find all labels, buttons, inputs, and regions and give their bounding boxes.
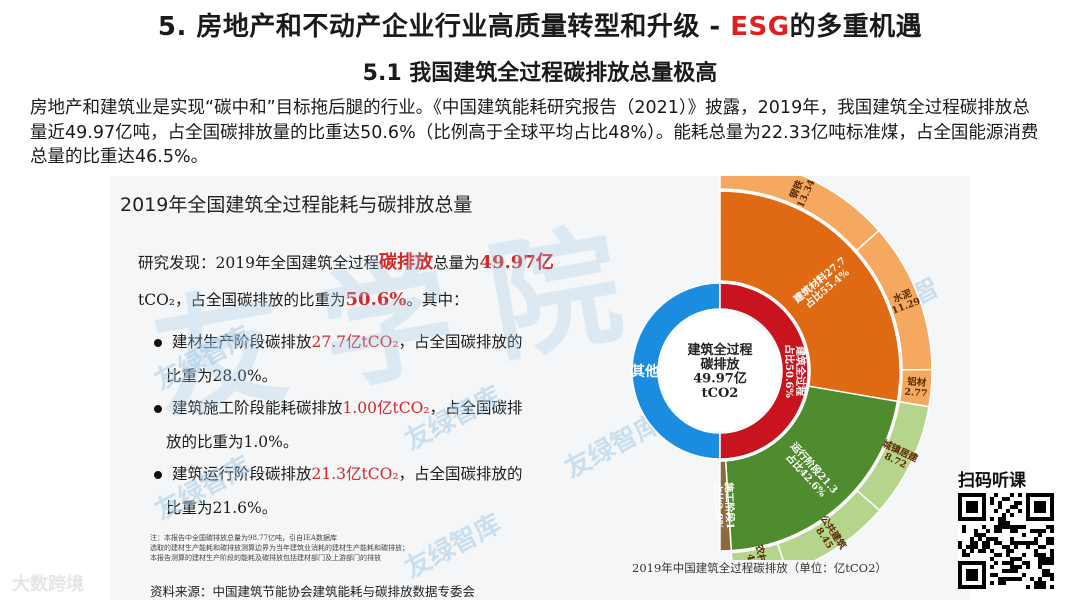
center-total-label: 建筑全过程碳排放 49.97亿 tCO2 — [687, 342, 752, 401]
figure-title: 2019年全国建筑全过程能耗与碳排放总量 — [120, 194, 473, 216]
finding-line-1: 研究发现：2019年全国建筑全过程碳排放总量为49.97亿 — [138, 252, 554, 273]
chart-caption: 2019年中国建筑全过程碳排放（单位：亿tCO2） — [632, 561, 887, 575]
ring-segment-other — [631, 282, 721, 460]
figure-note-3: 本报告测算的建材生产阶段的能耗及碳排放包括建材部门及上游部门的排放 — [150, 554, 381, 562]
bullet-3-line-2: 比重为21.6%。 — [166, 499, 278, 517]
finding-line-2: tCO₂，占全国碳排放的比重为50.6%。其中： — [138, 289, 469, 310]
brand-watermark: 大数跨境 — [12, 574, 84, 595]
report-figure: 2019年全国建筑全过程能耗与碳排放总量 研究发现：2019年全国建筑全过程碳排… — [110, 176, 970, 600]
ring-label-building: 建筑全过程占比50.6% — [783, 344, 807, 398]
bullet-dot-2 — [154, 405, 162, 413]
source-note: 资料来源：中国建筑节能协会建筑能耗与碳排放数据专委会 — [150, 584, 476, 599]
stage-segment-2 — [719, 460, 733, 552]
outer-label-2: 铝材2.77 — [904, 375, 929, 399]
qr-code-icon[interactable] — [958, 493, 1054, 589]
figure-note-1: 注：本报告中全国碳排放总量为98.77亿吨，引自IEA数据库 — [150, 534, 337, 542]
bullet-2-line-1: 建筑施工阶段能耗碳排放1.00亿tCO₂，占全国碳排 — [172, 399, 523, 417]
bullet-3-line-1: 建筑运行阶段碳排放21.3亿tCO₂，占全国碳排放的 — [172, 465, 523, 483]
intro-paragraph: 房地产和建筑业是实现“碳中和”目标拖后腿的行业。《中国建筑能耗研究报告（2021… — [30, 98, 1039, 167]
ring-segment-building — [719, 282, 809, 460]
center-disc — [660, 311, 780, 431]
bullet-dot-1 — [154, 339, 162, 347]
page-subtitle: 5.1 我国建筑全过程碳排放总量极高 — [362, 61, 718, 86]
bullet-dot-3 — [154, 471, 162, 479]
watermark-4: 友绿智库 — [400, 509, 507, 585]
stage-segment-1 — [724, 385, 899, 552]
outer-segment-5 — [730, 542, 784, 560]
bullet-1-line-2: 比重为28.0%。 — [166, 367, 278, 385]
figure-note-2: 选取的建材生产能耗和碳排放测算边界为当年建筑业消耗的建材生产能耗和碳排放； — [150, 544, 409, 552]
bullet-2-line-2: 放的比重为1.0%。 — [166, 433, 299, 451]
stage-segment-0 — [719, 190, 901, 403]
qr-label: 扫码听课 — [958, 471, 1026, 491]
bullet-1-line-1: 建材生产阶段碳排放27.7亿tCO₂，占全国碳排放的 — [172, 333, 523, 351]
sunburst-chart: 其他 建筑全过程占比50.6%建筑全过程碳排放 49.97亿 tCO2建筑材料27.7… — [631, 176, 933, 560]
stage-label-2: 施工阶段1占比2.0% — [712, 482, 737, 530]
page-title: 5. 房地产和不动产企业行业高质量转型和升级 - ESG的多重机遇 — [157, 12, 923, 42]
ring-label-other: 其他 — [631, 363, 659, 380]
